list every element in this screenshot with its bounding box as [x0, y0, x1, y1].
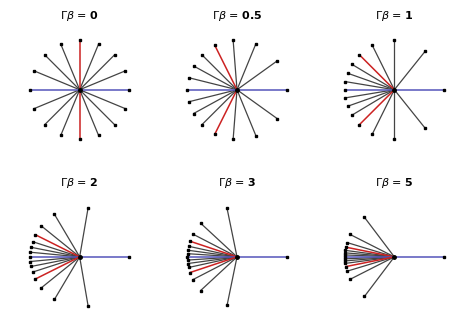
Title: $\Gamma\beta$ = $\mathbf{2}$: $\Gamma\beta$ = $\mathbf{2}$: [61, 176, 99, 190]
Title: $\Gamma\beta$ = $\mathbf{0}$: $\Gamma\beta$ = $\mathbf{0}$: [60, 9, 99, 23]
Title: $\Gamma\beta$ = $\mathbf{5}$: $\Gamma\beta$ = $\mathbf{5}$: [375, 176, 414, 190]
Title: $\Gamma\beta$ = $\mathbf{3}$: $\Gamma\beta$ = $\mathbf{3}$: [218, 176, 256, 190]
Title: $\Gamma\beta$ = $\mathbf{0.5}$: $\Gamma\beta$ = $\mathbf{0.5}$: [212, 9, 262, 23]
Title: $\Gamma\beta$ = $\mathbf{1}$: $\Gamma\beta$ = $\mathbf{1}$: [375, 9, 414, 23]
